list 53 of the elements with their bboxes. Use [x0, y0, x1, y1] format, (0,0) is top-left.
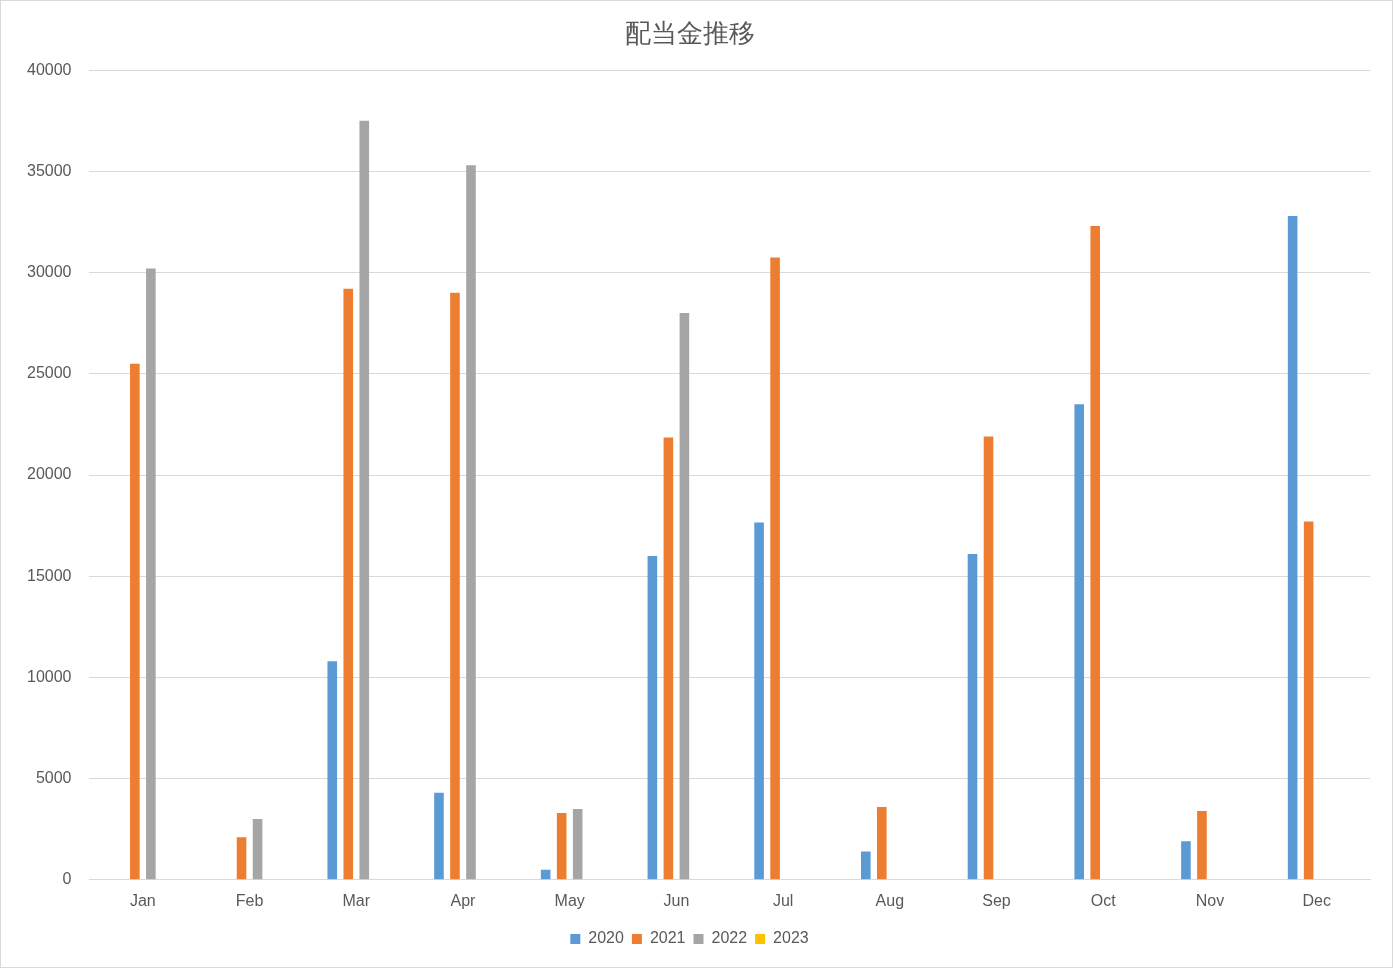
x-tick-label: Feb — [235, 891, 264, 909]
legend-label: 2023 — [773, 929, 809, 947]
y-tick-label: 10000 — [26, 667, 72, 685]
bar — [327, 661, 338, 880]
bar — [146, 268, 156, 880]
y-tick-label: 25000 — [26, 364, 72, 382]
x-tick-label: Apr — [450, 891, 477, 909]
y-tick-label: 15000 — [26, 566, 72, 584]
bar — [877, 806, 887, 880]
bar — [359, 120, 370, 880]
x-tick-label: Sep — [982, 891, 1011, 909]
bar — [754, 522, 764, 880]
y-tick-label: 30000 — [26, 263, 72, 281]
bar — [983, 436, 994, 880]
y-tick-label: 0 — [62, 870, 72, 888]
bar — [450, 292, 460, 880]
bar — [252, 819, 263, 880]
y-tick-label: 20000 — [26, 465, 72, 483]
bar — [679, 313, 690, 880]
bar — [1197, 810, 1207, 880]
bar — [572, 808, 583, 880]
y-tick-label: 5000 — [35, 769, 72, 787]
bar — [770, 257, 780, 880]
x-tick-label: Nov — [1195, 891, 1225, 909]
y-tick-label: 40000 — [26, 60, 72, 78]
x-tick-label: Jul — [772, 891, 794, 909]
x-tick-label: Mar — [342, 891, 371, 909]
x-tick-label: Oct — [1090, 891, 1117, 909]
bar — [1090, 226, 1101, 880]
bar — [236, 837, 247, 880]
bar — [663, 437, 674, 880]
bar — [967, 553, 978, 880]
chart-title: 配当金推移 — [624, 17, 755, 48]
legend-label: 2021 — [649, 929, 686, 947]
bar — [1303, 521, 1314, 880]
bar — [647, 555, 658, 880]
x-tick-label: May — [554, 891, 585, 909]
bar — [1181, 841, 1191, 880]
bar — [1287, 215, 1298, 880]
bar — [861, 851, 871, 880]
legend-label: 2022 — [711, 929, 748, 947]
bar — [343, 288, 354, 880]
bar — [466, 165, 476, 880]
x-tick-label: Dec — [1302, 891, 1331, 909]
x-tick-label: Aug — [875, 891, 905, 909]
bar — [130, 363, 140, 880]
bar — [556, 813, 567, 880]
x-tick-label: Jun — [663, 891, 690, 909]
bar — [434, 792, 444, 880]
bar — [1074, 404, 1085, 880]
y-tick-label: 35000 — [26, 161, 72, 179]
x-tick-label: Jan — [129, 891, 156, 909]
legend-label: 2020 — [588, 929, 625, 947]
